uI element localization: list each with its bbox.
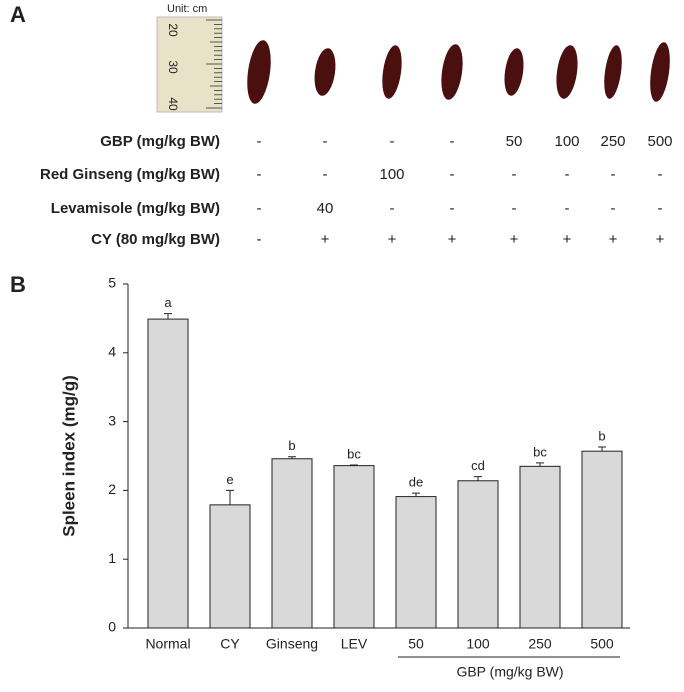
bar bbox=[147, 318, 189, 629]
row-cell: 100 bbox=[379, 166, 404, 183]
row-cell: - bbox=[611, 200, 616, 217]
y-tick-label: 2 bbox=[108, 481, 116, 497]
bar bbox=[395, 496, 437, 629]
bar bbox=[333, 465, 375, 629]
row-cell: - bbox=[450, 200, 455, 217]
error-bar bbox=[288, 456, 296, 459]
row-cell: - bbox=[450, 166, 455, 183]
spleen bbox=[504, 48, 524, 96]
panel-label: A bbox=[10, 2, 26, 27]
y-tick-label: 5 bbox=[108, 275, 116, 291]
row-cell: + bbox=[609, 231, 618, 248]
x-tick-label: CY bbox=[220, 636, 240, 652]
ruler-unit: Unit: cm bbox=[167, 3, 207, 15]
bar bbox=[457, 480, 499, 629]
spleen bbox=[247, 40, 271, 104]
spleen-photos bbox=[247, 40, 670, 104]
error-bar bbox=[350, 464, 358, 466]
bar bbox=[271, 458, 313, 629]
error-bar bbox=[412, 492, 420, 497]
significance-label: de bbox=[409, 475, 423, 490]
spleen bbox=[604, 45, 622, 99]
row-cell: - bbox=[512, 166, 517, 183]
row-cell: - bbox=[323, 166, 328, 183]
x-tick-label: Ginseng bbox=[266, 636, 318, 652]
row-cell: + bbox=[448, 231, 457, 248]
row-cell: - bbox=[257, 166, 262, 183]
ruler-ticks: 20 30 40 bbox=[166, 19, 222, 111]
row-label: Levamisole (mg/kg BW) bbox=[51, 200, 220, 217]
bar bbox=[519, 465, 561, 629]
y-tick-label: 3 bbox=[108, 412, 116, 428]
y-tick-label: 0 bbox=[108, 619, 116, 635]
row-cell: - bbox=[658, 166, 663, 183]
bar bbox=[581, 450, 623, 629]
row-cell: - bbox=[390, 200, 395, 217]
row-cell: 250 bbox=[600, 133, 625, 150]
error-bar bbox=[164, 313, 172, 320]
y-tick-label: 4 bbox=[108, 344, 116, 360]
ruler-number: 30 bbox=[166, 60, 180, 74]
row-cell: - bbox=[257, 133, 262, 150]
ruler-number: 40 bbox=[166, 97, 180, 111]
row-cell: - bbox=[257, 200, 262, 217]
significance-label: bc bbox=[347, 446, 361, 461]
row-cell: - bbox=[658, 200, 663, 217]
row-label: Red Ginseng (mg/kg BW) bbox=[40, 166, 220, 183]
x-tick-label: 50 bbox=[408, 636, 424, 652]
significance-label: bc bbox=[533, 444, 547, 459]
y-axis-title: Spleen index (mg/g) bbox=[59, 375, 78, 537]
row-cell: + bbox=[510, 231, 519, 248]
row-label: CY (80 mg/kg BW) bbox=[91, 231, 220, 248]
bar bbox=[209, 504, 251, 629]
row-cell: 50 bbox=[506, 133, 523, 150]
panel-label: B bbox=[10, 272, 26, 297]
x-tick-label: LEV bbox=[341, 636, 368, 652]
ruler-number: 20 bbox=[166, 23, 180, 37]
spleen bbox=[556, 45, 578, 99]
row-label: GBP (mg/kg BW) bbox=[100, 133, 220, 150]
spleen bbox=[441, 44, 463, 100]
error-bar bbox=[226, 489, 234, 505]
row-cell: - bbox=[450, 133, 455, 150]
row-cell: - bbox=[390, 133, 395, 150]
row-cell: - bbox=[611, 166, 616, 183]
significance-label: b bbox=[288, 438, 295, 453]
x-tick-label: Normal bbox=[145, 636, 190, 652]
spleen bbox=[314, 48, 336, 96]
row-cell: + bbox=[563, 231, 572, 248]
row-cell: + bbox=[388, 231, 397, 248]
row-cell: 40 bbox=[317, 200, 334, 217]
row-cell: - bbox=[565, 166, 570, 183]
significance-label: cd bbox=[471, 458, 485, 473]
row-cell: - bbox=[512, 200, 517, 217]
error-bar bbox=[536, 462, 544, 467]
spleen bbox=[650, 42, 670, 102]
x-tick-label: 500 bbox=[590, 636, 614, 652]
significance-label: b bbox=[598, 428, 605, 443]
x-tick-label: 250 bbox=[528, 636, 552, 652]
significance-label: e bbox=[226, 472, 233, 487]
group-label: GBP (mg/kg BW) bbox=[456, 664, 563, 680]
y-tick-label: 1 bbox=[108, 550, 116, 566]
x-tick-label: 100 bbox=[466, 636, 490, 652]
significance-label: a bbox=[164, 295, 172, 310]
error-bar bbox=[598, 446, 606, 452]
error-bar bbox=[474, 476, 482, 481]
row-cell: + bbox=[656, 231, 665, 248]
row-cell: - bbox=[257, 231, 262, 248]
row-cell: 100 bbox=[554, 133, 579, 150]
row-cell: - bbox=[323, 133, 328, 150]
row-cell: + bbox=[321, 231, 330, 248]
row-cell: - bbox=[565, 200, 570, 217]
ruler bbox=[156, 16, 223, 113]
row-cell: 500 bbox=[647, 133, 672, 150]
spleen bbox=[382, 45, 402, 99]
